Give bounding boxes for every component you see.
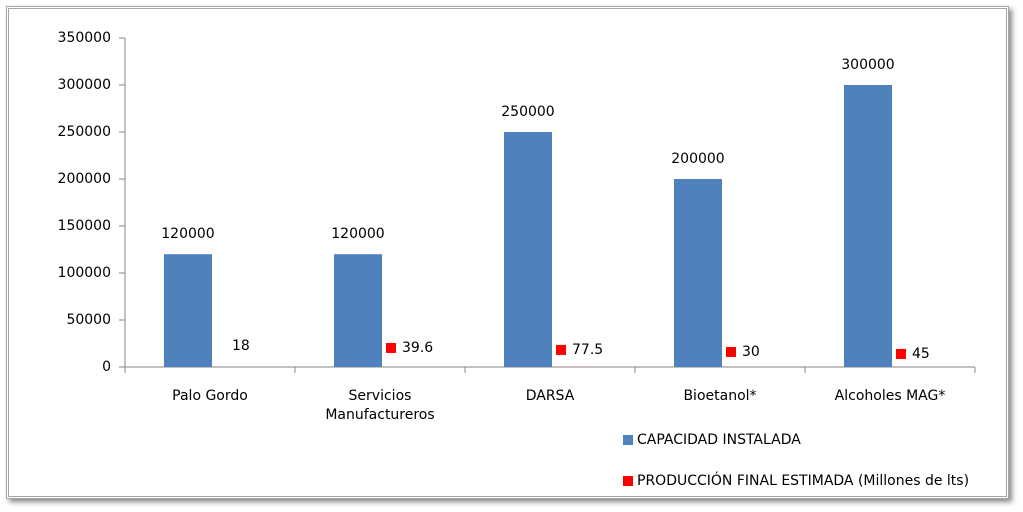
label-key (726, 346, 736, 357)
label-key (556, 344, 566, 355)
bar (844, 85, 892, 367)
value-label: 18 (232, 338, 250, 354)
y-tick-label: 350000 (58, 30, 111, 46)
value-label: 300000 (841, 57, 894, 73)
legend-label: PRODUCCIÓN FINAL ESTIMADA (Millones de l… (637, 471, 969, 489)
y-tick-label: 50000 (66, 312, 111, 328)
y-tick-label: 0 (102, 359, 111, 375)
x-tick-label: Bioetanol* (683, 388, 757, 404)
value-label: 200000 (671, 151, 724, 167)
legend-swatch (623, 476, 633, 486)
y-tick-label: 200000 (58, 171, 111, 187)
value-label: 250000 (501, 104, 554, 120)
label-key (386, 342, 396, 353)
legend-label: CAPACIDAD INSTALADA (637, 432, 801, 448)
value-label: 77.5 (572, 342, 603, 358)
legend-swatch (623, 435, 633, 445)
x-tick-label: DARSA (525, 388, 575, 404)
value-label: 39.6 (402, 340, 433, 356)
x-tick-label: Alcoholes MAG* (834, 388, 946, 404)
value-label: 120000 (161, 226, 214, 242)
bar (334, 254, 382, 367)
y-tick-label: 300000 (58, 77, 111, 93)
bar (504, 132, 552, 367)
y-tick-label: 150000 (58, 218, 111, 234)
y-tick-label: 100000 (58, 265, 111, 281)
y-tick-label: 250000 (58, 124, 111, 140)
x-tick-label: Palo Gordo (172, 388, 248, 404)
x-tick-label: Servicios Manufactureros (325, 388, 435, 423)
bar (164, 254, 212, 367)
value-label: 30 (742, 344, 760, 360)
label-key (896, 348, 906, 359)
value-label: 45 (912, 346, 930, 362)
value-label: 120000 (331, 226, 384, 242)
bar (674, 179, 722, 367)
